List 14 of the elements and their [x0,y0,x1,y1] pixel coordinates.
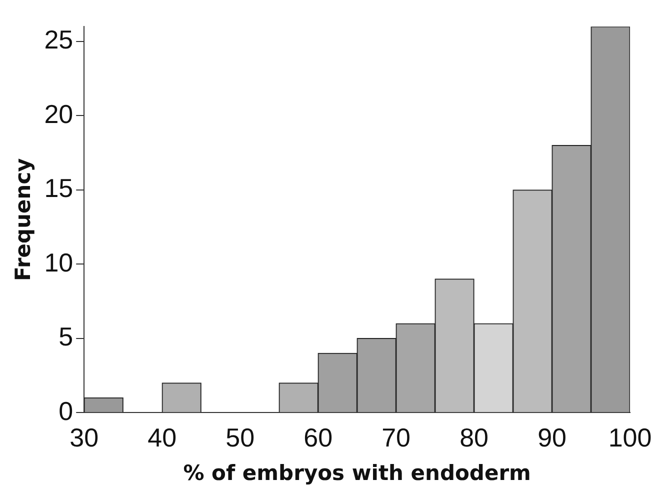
x-tick-label: 90 [538,422,566,452]
y-tick-label: 20 [44,98,74,129]
x-tick-label: 100 [608,422,652,452]
x-tick-label: 60 [304,422,333,452]
x-tick-label: 50 [226,422,255,452]
y-tick-label: 25 [44,24,74,55]
y-axis-title: Frequency [11,158,36,282]
y-tick-label: 10 [44,247,74,278]
x-tick-label: 70 [382,422,411,452]
x-tick-label: 80 [460,422,488,452]
y-tick-label: 15 [44,173,74,204]
y-tick-label: 5 [58,322,74,352]
x-axis-title: % of embryos with endoderm [183,460,531,485]
x-tick-label: 40 [148,422,177,452]
